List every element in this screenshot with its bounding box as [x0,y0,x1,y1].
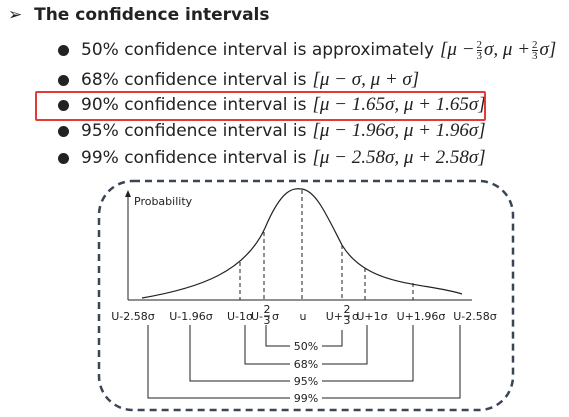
x-label-prefix: U+ [326,310,343,323]
x-label-den: 3 [264,314,271,327]
formula-part: [μ − 2.58σ, μ + 2.58σ] [312,147,486,168]
numerator: 2 [532,38,538,51]
x-label: u [300,310,307,323]
formula-part: σ] [539,39,557,60]
bullet-text: 90% confidence interval is [81,95,307,115]
bullet-dot [58,152,69,164]
numerator: 2 [476,38,483,51]
x-label-suffix: σ [272,310,279,323]
denominator: 3 [476,49,483,62]
formula-part: [μ − 1.65σ, μ + 1.65σ] [312,94,486,115]
formula: [μ − 2 3 σ, μ + 2 3 σ] [440,39,556,61]
formula: [μ − σ, μ + σ] [312,69,419,91]
arrow [125,190,131,197]
denominator: 3 [532,49,538,62]
formula: [μ − 2.58σ, μ + 2.58σ] [312,147,485,169]
x-label-den: 3 [344,314,351,327]
bullet-text: 95% confidence interval is [81,121,307,141]
dashed-lines [239,190,414,300]
interval-label: 99% [294,392,318,405]
bullet-text: 50% confidence interval is approximately [81,40,435,60]
x-label: U+1σ [356,310,387,323]
dashed-frame [97,179,515,412]
y-axis-label: Probability [134,195,193,208]
bullet: 68% confidence interval is [μ − σ, μ + σ] [58,67,419,93]
bullet-dot [58,44,69,56]
formula-part: [μ − [440,39,475,60]
bullet-dot [58,74,69,86]
x-label-num: 2 [344,303,351,316]
x-label: U-2.58σ [111,310,155,323]
x-label-prefix: U- [251,310,263,323]
formula-part: [μ − σ, μ + σ] [312,69,420,90]
brackets [147,325,461,399]
interval-label: 68% [294,358,318,371]
bell-curve [141,188,463,299]
bullet-text: 68% confidence interval is [81,70,307,90]
x-label: U+1.96σ [397,310,446,323]
x-label: U-1.96σ [169,310,213,323]
bullet: 99% confidence interval is [μ − 2.58σ, μ … [58,145,486,171]
bullet: 50% confidence interval is approximately… [58,37,556,63]
bullet: 90% confidence interval is [μ − 1.65σ, μ … [58,92,486,118]
interval-label: 95% [294,375,318,388]
x-label-num: 2 [264,303,271,316]
x-label: U-1σ [227,310,253,323]
heading: ➢ The confidence intervals [8,5,270,25]
formula: [μ − 1.96σ, μ + 1.96σ] [312,120,485,142]
highlight-box [35,91,486,121]
bullet-dot [58,125,69,137]
formula-part: σ, μ + [484,39,531,60]
bullet-text: 99% confidence interval is [81,148,307,168]
bullet: 95% confidence interval is [μ − 1.96σ, μ … [58,118,486,144]
x-label: U-2.58σ [453,310,497,323]
heading-text: The confidence intervals [34,5,270,25]
x-label-suffix: σ [352,310,359,323]
formula: [μ − 1.65σ, μ + 1.65σ] [312,94,485,116]
formula-part: [μ − 1.96σ, μ + 1.96σ] [312,120,486,141]
bullet-dot [58,99,69,111]
interval-label: 50% [294,340,318,353]
